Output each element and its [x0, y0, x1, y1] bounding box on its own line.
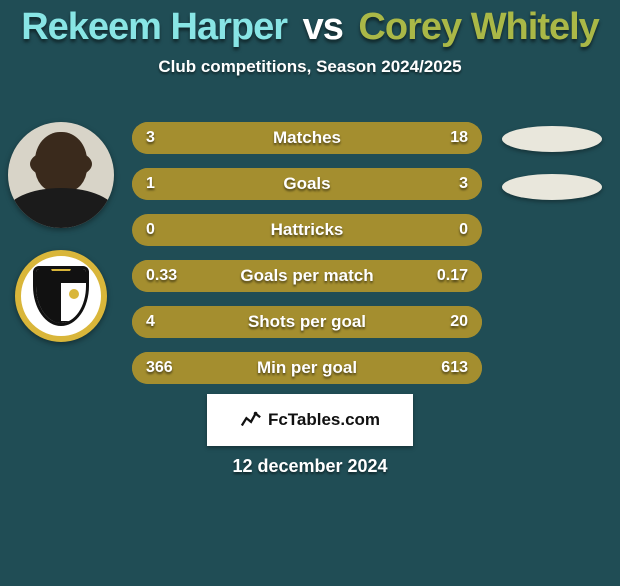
- player1-name: Rekeem Harper: [21, 6, 287, 48]
- stat-label: Matches: [132, 122, 482, 154]
- player2-name: Corey Whitely: [358, 6, 598, 48]
- player2-avatar-placeholder: [502, 126, 602, 152]
- stat-row: 0.330.17Goals per match: [132, 260, 482, 292]
- brand-icon: [240, 409, 262, 431]
- stat-label: Hattricks: [132, 214, 482, 246]
- vs-text: vs: [303, 6, 343, 48]
- stats-bars: 318Matches 13Goals 00Hattricks 0.330.17Goal…: [132, 122, 482, 384]
- stat-label: Min per goal: [132, 352, 482, 384]
- stat-label: Goals: [132, 168, 482, 200]
- stat-row: 420Shots per goal: [132, 306, 482, 338]
- stat-label: Shots per goal: [132, 306, 482, 338]
- brand-text: FcTables.com: [268, 410, 380, 430]
- stat-row: 00Hattricks: [132, 214, 482, 246]
- player1-club-badge: [15, 250, 107, 342]
- left-avatars: [8, 122, 114, 342]
- stat-label: Goals per match: [132, 260, 482, 292]
- player2-avatars: [502, 126, 602, 200]
- comparison-title: Rekeem Harper vs Corey Whitely: [0, 6, 620, 49]
- subtitle: Club competitions, Season 2024/2025: [0, 57, 620, 77]
- date-text: 12 december 2024: [0, 456, 620, 477]
- brand-box: FcTables.com: [207, 394, 413, 446]
- player1-avatar: [8, 122, 114, 228]
- stat-row: 366613Min per goal: [132, 352, 482, 384]
- stat-row: 13Goals: [132, 168, 482, 200]
- player2-club-placeholder: [502, 174, 602, 200]
- stat-row: 318Matches: [132, 122, 482, 154]
